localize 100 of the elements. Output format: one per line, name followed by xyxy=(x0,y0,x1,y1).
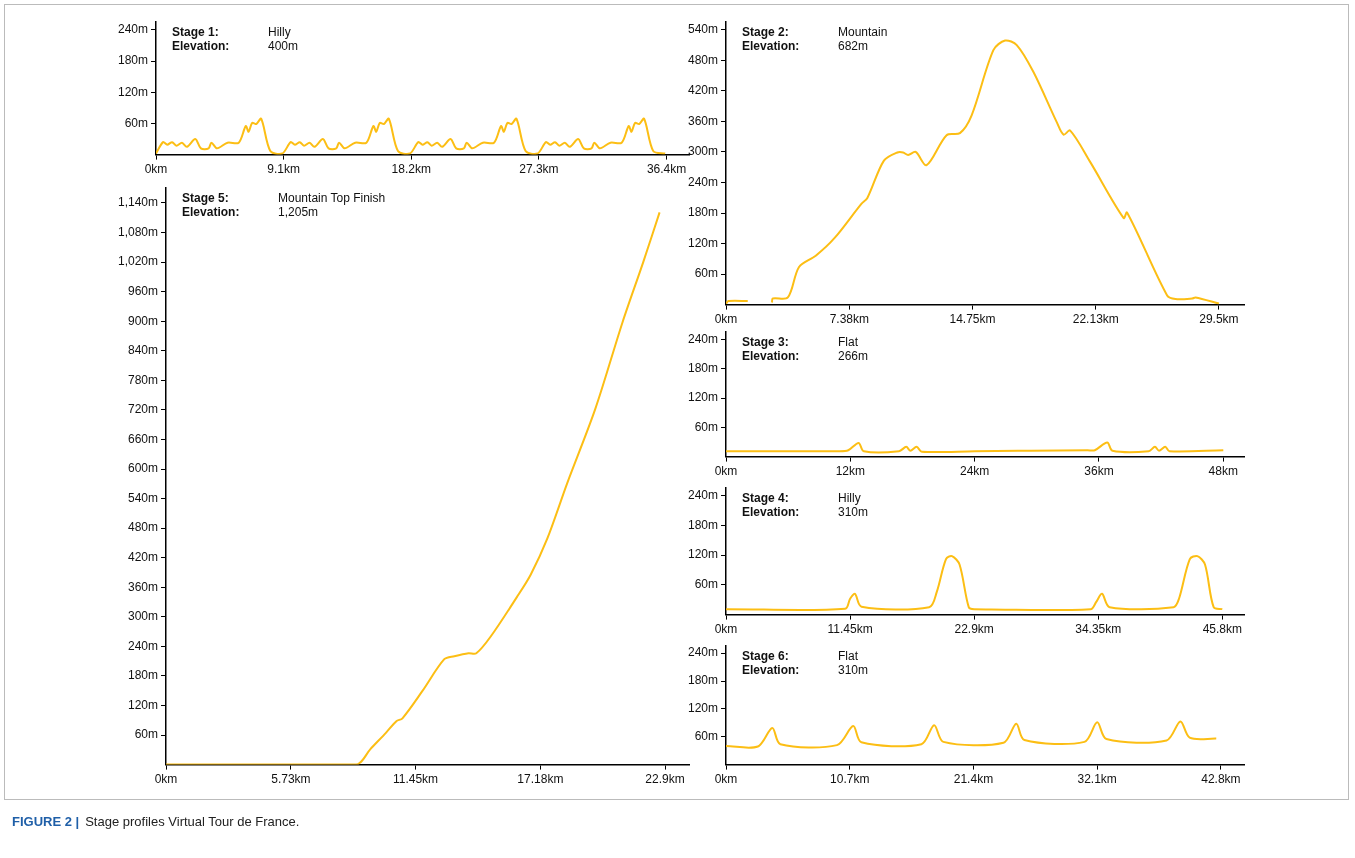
y-tick-label: 420m xyxy=(127,550,159,564)
y-tick-label: 120m xyxy=(687,701,719,716)
x-tick-label: 42.8km xyxy=(1201,772,1241,787)
annotation: 310m xyxy=(838,504,869,519)
x-tick-label: 36.4km xyxy=(646,162,687,177)
x-tick-label: 29.5km xyxy=(1199,312,1239,327)
x-tick-label: 18.2km xyxy=(391,162,431,177)
line-series xyxy=(726,555,1224,612)
y-tick-label: 180m xyxy=(127,668,159,683)
y-tick-label: 360m xyxy=(687,113,719,128)
annotation: Stage 5: xyxy=(182,190,229,205)
y-tick-label: 840m xyxy=(127,343,159,358)
line-series xyxy=(726,441,1225,454)
x-tick-label: 0km xyxy=(714,312,738,327)
annotation: Hilly xyxy=(838,490,861,505)
y-tick-label: 120m xyxy=(127,697,159,712)
x-tick-label: 22.9km xyxy=(645,772,685,787)
x-tick-label: 36km xyxy=(1084,464,1114,479)
annotation: Elevation: xyxy=(172,38,230,53)
y-tick-label: 480m xyxy=(127,520,159,535)
y-tick-label: 900m xyxy=(127,313,159,328)
line-series xyxy=(156,117,667,155)
y-tick-label: 780m xyxy=(127,372,159,387)
x-tick-label: 45.8km xyxy=(1202,622,1243,637)
y-tick-label: 480m xyxy=(687,52,719,67)
x-tick-label: 24km xyxy=(959,464,990,479)
annotation: 682m xyxy=(838,38,869,53)
annotation: Stage 3: xyxy=(742,334,789,349)
x-tick-label: 0km xyxy=(714,464,738,479)
x-tick-label: 22.13km xyxy=(1072,312,1119,327)
x-tick-label: 32.1km xyxy=(1077,772,1117,787)
annotation: Elevation: xyxy=(182,204,240,219)
y-tick-label: 60m xyxy=(124,115,149,130)
annotation: Stage 6: xyxy=(742,648,789,663)
x-tick-label: 12km xyxy=(835,464,866,479)
annotation: Elevation: xyxy=(742,348,800,363)
text: Stage profiles Virtual Tour de France. xyxy=(85,814,300,829)
annotation: Stage 4: xyxy=(742,490,789,505)
x-tick-label: 34.35km xyxy=(1075,622,1122,637)
y-tick-label: 240m xyxy=(117,22,149,37)
x-tick-label: 21.4km xyxy=(953,772,994,787)
y-tick-label: 60m xyxy=(694,729,719,744)
y-tick-label: 180m xyxy=(687,361,719,376)
y-tick-label: 600m xyxy=(127,461,159,476)
y-tick-label: 60m xyxy=(694,266,719,281)
y-tick-label: 960m xyxy=(127,283,159,298)
annotation: Stage 2: xyxy=(742,24,789,39)
annotation: 266m xyxy=(838,348,869,363)
y-tick-label: 660m xyxy=(127,431,159,446)
y-tick-label: 300m xyxy=(127,609,159,624)
y-tick-label: 180m xyxy=(687,205,719,220)
line-series xyxy=(726,720,1218,749)
y-tick-label: 60m xyxy=(694,577,719,592)
annotation: Mountain xyxy=(838,24,888,39)
x-tick-label: 0km xyxy=(144,162,168,177)
y-tick-label: 60m xyxy=(694,419,719,434)
x-tick-label: 11.45km xyxy=(392,772,439,787)
annotation: Flat xyxy=(838,648,859,663)
y-tick-label: 120m xyxy=(117,84,149,99)
x-tick-label: 9.1km xyxy=(267,162,300,177)
y-tick-label: 1,080m xyxy=(117,224,159,239)
y-tick-label: 180m xyxy=(687,673,719,688)
y-tick-label: 120m xyxy=(687,390,719,405)
y-tick-label: 60m xyxy=(134,727,159,742)
y-tick-label: 240m xyxy=(127,638,159,653)
x-tick-label: 27.3km xyxy=(519,162,559,177)
annotation: Hilly xyxy=(268,24,291,39)
annotation: Elevation: xyxy=(742,504,800,519)
x-tick-label: 17.18km xyxy=(517,772,564,787)
annotation: Stage 1: xyxy=(172,24,219,39)
y-tick-label: 180m xyxy=(687,517,719,532)
y-tick-label: 720m xyxy=(127,402,159,417)
annotation: Flat xyxy=(838,334,859,349)
x-tick-label: 48km xyxy=(1208,464,1238,479)
y-tick-label: 120m xyxy=(687,235,719,250)
y-tick-label: 1,020m xyxy=(117,254,159,269)
x-tick-label: 14.75km xyxy=(949,312,996,327)
x-tick-label: 0km xyxy=(714,622,738,637)
x-tick-label: 5.73km xyxy=(271,772,311,787)
y-tick-label: 120m xyxy=(687,547,719,562)
y-tick-label: 540m xyxy=(687,22,719,37)
y-tick-label: 240m xyxy=(687,174,719,189)
annotation: 310m xyxy=(838,662,869,677)
annotation: Mountain Top Finish xyxy=(278,190,386,205)
y-tick-label: 240m xyxy=(687,331,719,346)
y-tick-label: 360m xyxy=(127,579,159,594)
x-tick-label: 10.7km xyxy=(830,772,870,787)
x-tick-label: 0km xyxy=(154,772,178,787)
y-tick-label: 1,140m xyxy=(117,195,159,210)
y-tick-label: 240m xyxy=(687,487,719,502)
x-tick-label: 11.45km xyxy=(827,622,873,637)
y-tick-label: 300m xyxy=(687,144,719,159)
y-tick-label: 240m xyxy=(687,645,719,660)
caption: FIGURE 2 | xyxy=(12,814,80,829)
annotation: 400m xyxy=(268,38,299,53)
x-tick-label: 22.9km xyxy=(954,622,994,637)
annotation: Elevation: xyxy=(742,662,800,677)
x-tick-label: 0km xyxy=(714,772,738,787)
y-tick-label: 540m xyxy=(127,490,159,505)
y-tick-label: 180m xyxy=(117,53,149,68)
